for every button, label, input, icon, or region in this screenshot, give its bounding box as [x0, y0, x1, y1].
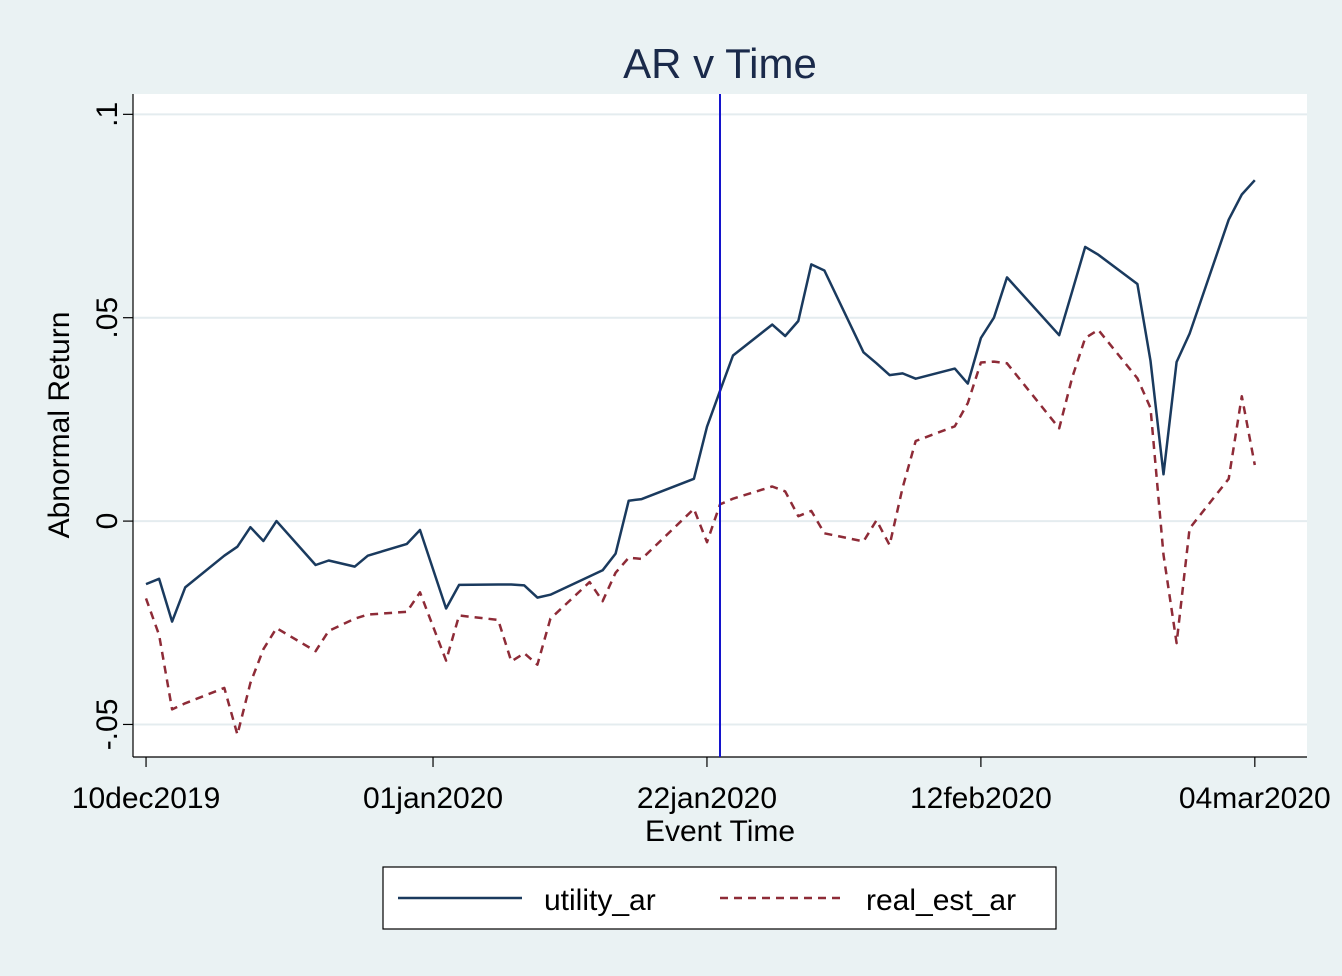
y-axis-label: Abnormal Return: [43, 312, 76, 539]
y-tick-label: 0: [91, 513, 124, 530]
x-axis-ticks: 10dec2019 01jan2020 22jan2020 12feb2020 04ma…: [72, 757, 1331, 815]
x-tick-label: 04mar2020: [1179, 782, 1331, 815]
x-tick-label: 12feb2020: [910, 782, 1052, 815]
y-tick-label: .05: [91, 297, 124, 339]
legend-label-utility-ar: utility_ar: [544, 884, 656, 917]
y-axis-ticks: -.05 0 .05 .1: [91, 102, 133, 750]
x-tick-label: 22jan2020: [637, 782, 777, 815]
legend-label-real-est-ar: real_est_ar: [866, 884, 1016, 917]
x-tick-label: 01jan2020: [363, 782, 503, 815]
legend: utility_ar real_est_ar: [382, 866, 1057, 930]
series-line-real-est-ar: [144, 328, 1257, 736]
x-axis-label: Event Time: [645, 815, 795, 848]
y-tick-label: -.05: [91, 699, 124, 751]
series-layer: [144, 179, 1257, 736]
x-tick-label: 10dec2019: [72, 782, 220, 815]
chart-title: AR v Time: [623, 40, 817, 87]
y-tick-label: .1: [91, 102, 124, 127]
series-line-utility-ar: [145, 179, 1256, 623]
